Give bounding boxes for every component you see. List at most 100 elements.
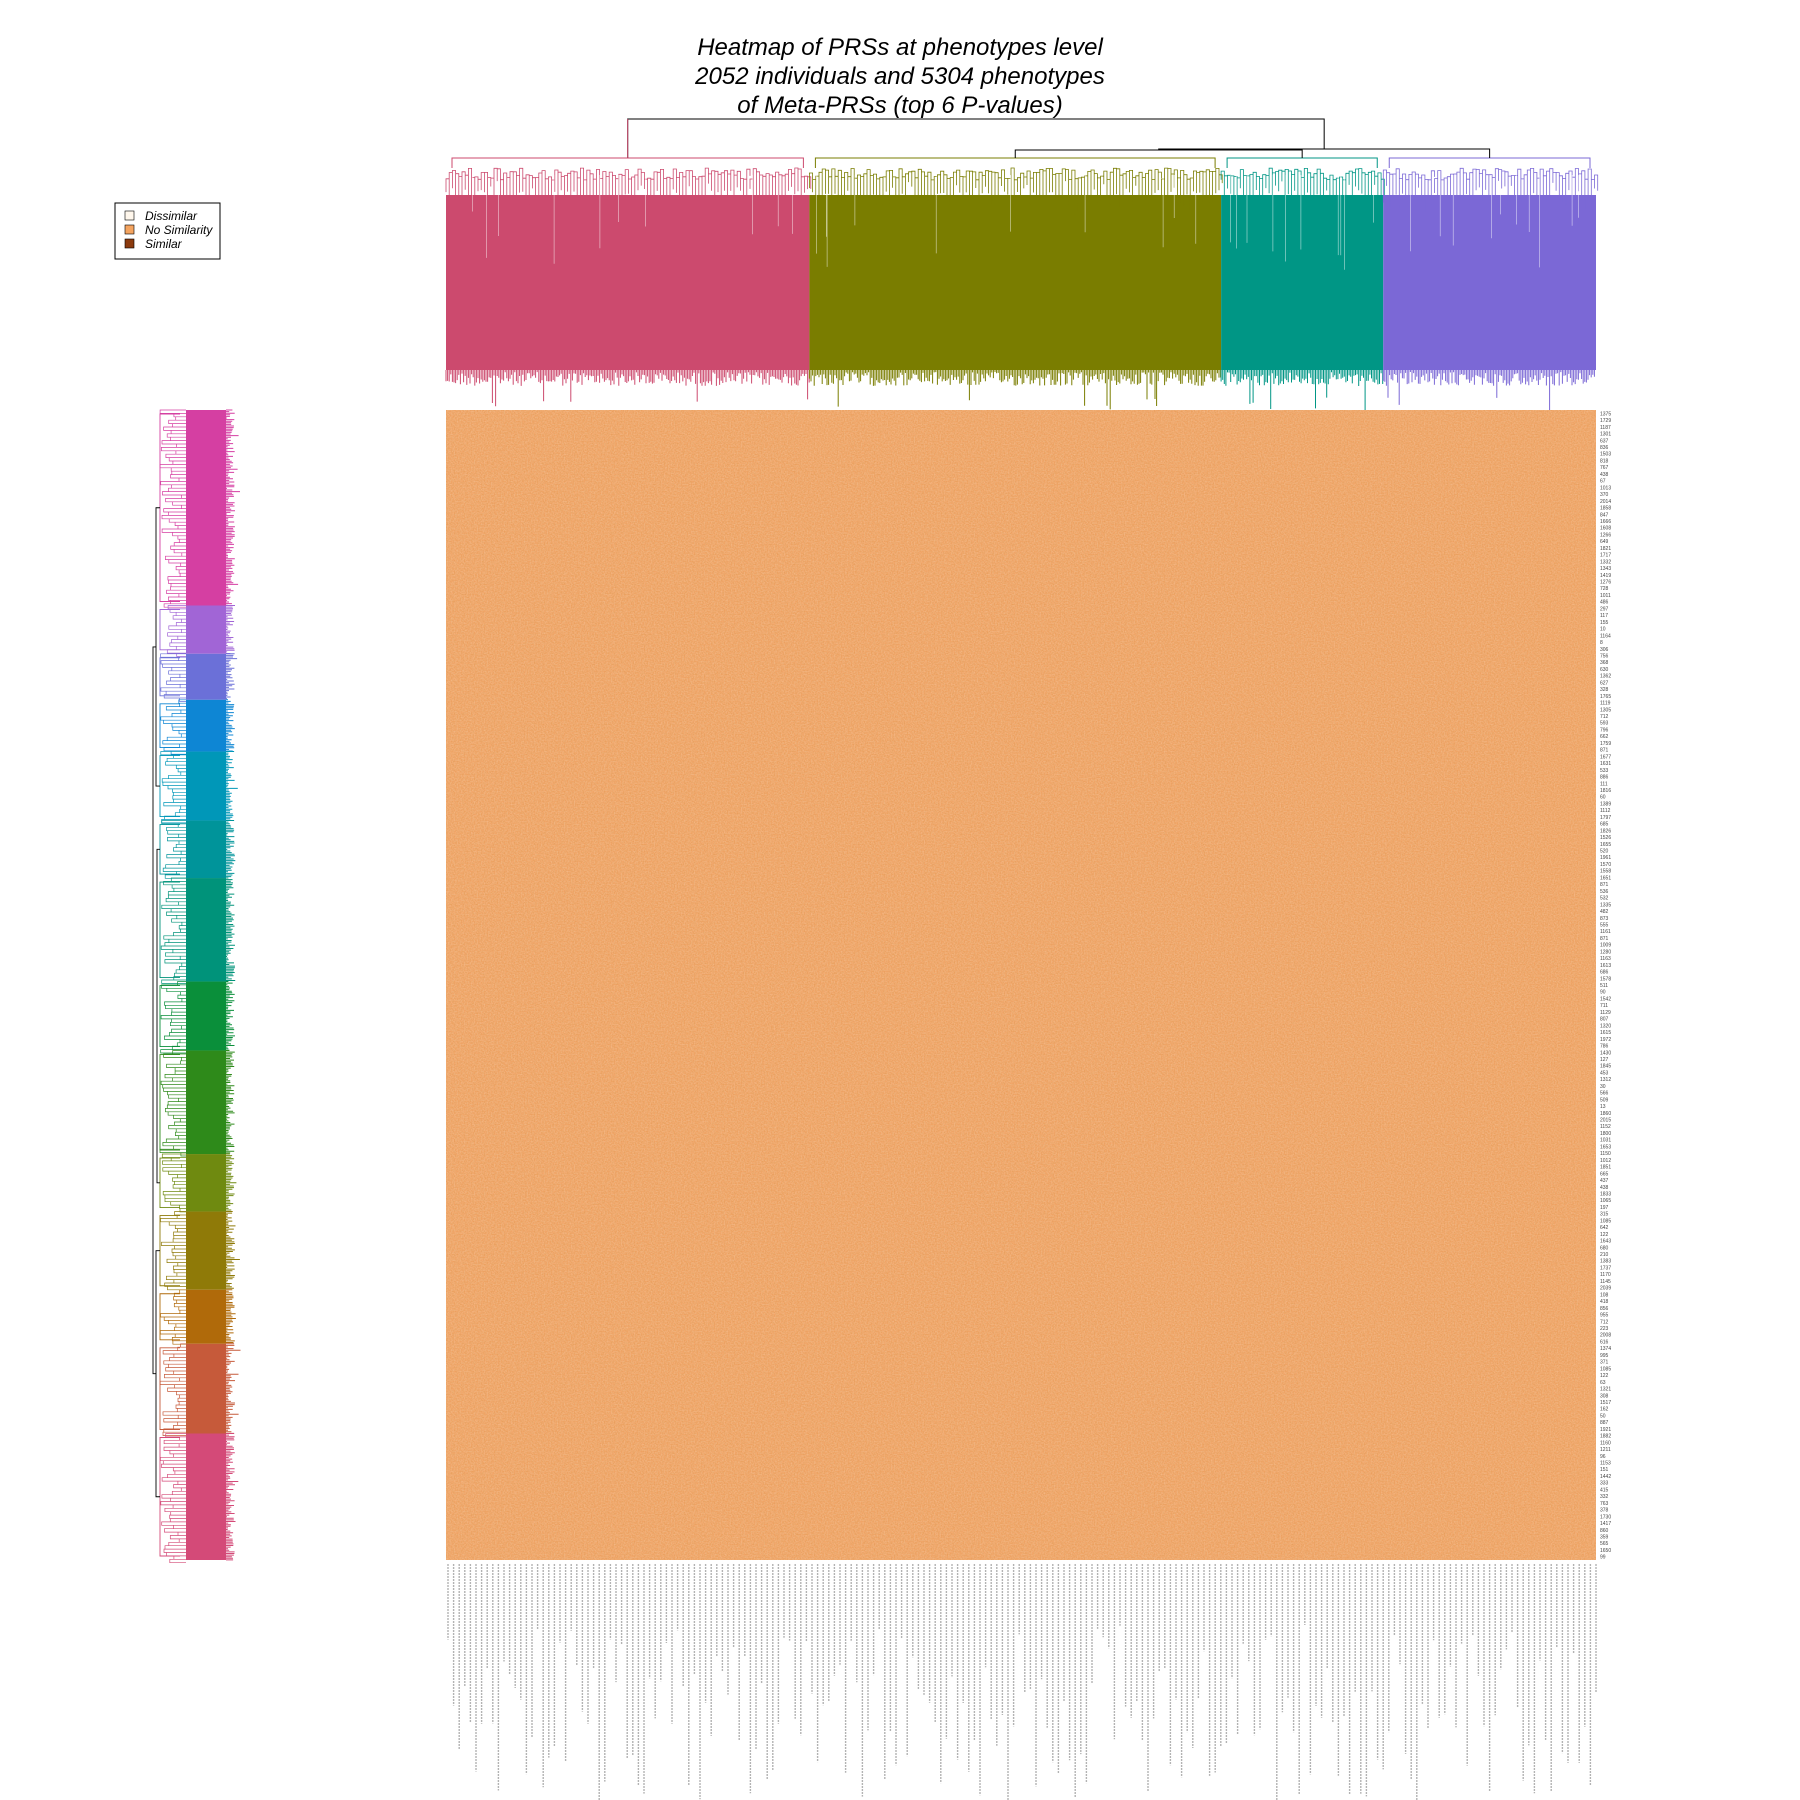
row-branch-fringe bbox=[160, 1433, 186, 1564]
row-label: 99 bbox=[1600, 1555, 1606, 1561]
title-line-3: of Meta-PRSs (top 6 P-values) bbox=[737, 92, 1062, 119]
row-label: 1153 bbox=[1600, 1461, 1611, 1467]
column-root-join bbox=[627, 118, 1325, 158]
column-leaf-ends bbox=[1220, 370, 1384, 411]
column-branch-fringe bbox=[809, 167, 1223, 211]
row-label: 438 bbox=[1600, 1185, 1609, 1191]
row-cluster bbox=[159, 409, 240, 608]
row-label: 297 bbox=[1600, 606, 1609, 612]
row-label: 328 bbox=[1600, 687, 1609, 693]
row-label: 1765 bbox=[1600, 694, 1611, 700]
row-leaf-ends bbox=[226, 1050, 235, 1154]
row-label: 1375 bbox=[1600, 411, 1611, 417]
row-label: 1301 bbox=[1600, 432, 1611, 438]
row-label: 1161 bbox=[1600, 929, 1611, 935]
legend-swatch-similar bbox=[124, 238, 135, 249]
column-cluster-block bbox=[809, 195, 1222, 370]
row-label: 223 bbox=[1600, 1326, 1609, 1332]
row-label: 1816 bbox=[1600, 788, 1611, 794]
column-cluster bbox=[808, 157, 1223, 410]
heatmap-matrix bbox=[446, 410, 1596, 1560]
row-leaf-ends bbox=[226, 409, 240, 606]
row-label: 2039 bbox=[1600, 1286, 1611, 1292]
row-label: 418 bbox=[1600, 1299, 1609, 1305]
row-label: 533 bbox=[1600, 768, 1609, 774]
row-label: 1012 bbox=[1600, 1158, 1611, 1164]
row-label: 370 bbox=[1600, 492, 1609, 498]
row-label: 565 bbox=[1600, 1541, 1609, 1547]
row-label: 995 bbox=[1600, 1353, 1609, 1359]
row-cluster bbox=[159, 877, 236, 984]
row-label: 1065 bbox=[1600, 1198, 1611, 1204]
row-label: 2014 bbox=[1600, 499, 1611, 505]
row-label: 616 bbox=[1600, 1340, 1609, 1346]
column-join-olive-teal bbox=[1014, 149, 1303, 158]
row-label: 1797 bbox=[1600, 815, 1611, 821]
column-branch-fringe bbox=[445, 167, 812, 211]
row-label: 1362 bbox=[1600, 674, 1611, 680]
row-label: 333 bbox=[1600, 1481, 1609, 1487]
row-label: 1650 bbox=[1600, 1548, 1611, 1554]
row-label: 332 bbox=[1600, 1494, 1609, 1500]
column-branch-gaps bbox=[1410, 175, 1579, 268]
row-label: 871 bbox=[1600, 748, 1609, 754]
row-label: 796 bbox=[1600, 728, 1609, 734]
row-label: 1833 bbox=[1600, 1192, 1611, 1198]
row-leaf-ends bbox=[226, 751, 238, 821]
column-cluster-block bbox=[1383, 195, 1596, 370]
row-label: 2015 bbox=[1600, 1118, 1611, 1124]
row-label: 1160 bbox=[1600, 1440, 1611, 1446]
row-label: 856 bbox=[1600, 1306, 1609, 1312]
row-cluster-block bbox=[186, 699, 226, 752]
row-label: 1729 bbox=[1600, 418, 1611, 424]
row-label: 1085 bbox=[1600, 1366, 1611, 1372]
row-cluster bbox=[159, 605, 235, 657]
row-cluster-join bbox=[159, 1293, 180, 1341]
row-label: 511 bbox=[1600, 983, 1608, 989]
row-label: 1858 bbox=[1600, 506, 1611, 512]
row-leaf-ends bbox=[226, 1343, 241, 1434]
row-cluster-join bbox=[159, 1347, 180, 1430]
column-cluster bbox=[1382, 157, 1599, 411]
row-label: 1759 bbox=[1600, 741, 1611, 747]
row-cluster bbox=[159, 1433, 239, 1564]
row-label: 151 bbox=[1600, 1467, 1609, 1473]
row-label: 378 bbox=[1600, 1508, 1609, 1514]
row-label: 642 bbox=[1600, 1225, 1609, 1231]
row-label: 155 bbox=[1600, 620, 1609, 626]
row-label: 306 bbox=[1600, 647, 1609, 653]
row-label: 1613 bbox=[1600, 963, 1611, 969]
row-label: 637 bbox=[1600, 438, 1609, 444]
row-cluster-join bbox=[159, 657, 180, 697]
row-cluster-join bbox=[159, 881, 180, 978]
row-label: 509 bbox=[1600, 1097, 1609, 1103]
row-branch-fringe bbox=[159, 1050, 186, 1157]
row-leaf-ends bbox=[226, 877, 236, 981]
row-branch-fringe bbox=[160, 877, 186, 984]
row-branch-fringe bbox=[159, 1343, 186, 1436]
row-label: 836 bbox=[1600, 445, 1609, 451]
row-label: 1845 bbox=[1600, 1064, 1611, 1070]
row-label: 1266 bbox=[1600, 532, 1611, 538]
row-cluster-join bbox=[159, 703, 180, 748]
row-label: 871 bbox=[1600, 936, 1609, 942]
row-cluster-block bbox=[186, 878, 226, 982]
row-label: 1558 bbox=[1600, 869, 1611, 875]
row-cluster bbox=[159, 751, 238, 824]
column-branch-gaps bbox=[816, 175, 1197, 267]
row-leaf-ends bbox=[226, 605, 235, 654]
row-leaf-ends bbox=[226, 1153, 237, 1211]
legend-label-dissimilar: Dissimilar bbox=[145, 209, 198, 223]
row-label: 887 bbox=[1600, 1420, 1609, 1426]
row-cluster-block bbox=[186, 410, 226, 606]
row-cluster bbox=[159, 653, 238, 702]
row-label: 1332 bbox=[1600, 559, 1611, 565]
row-label: 67 bbox=[1600, 479, 1606, 485]
row-label: 686 bbox=[1600, 970, 1609, 976]
row-cluster bbox=[159, 1050, 235, 1157]
row-label: 1578 bbox=[1600, 976, 1611, 982]
row-label: 308 bbox=[1600, 1393, 1609, 1399]
legend-label-no-similarity: No Similarity bbox=[145, 223, 213, 237]
column-leaf-ends bbox=[445, 370, 810, 407]
